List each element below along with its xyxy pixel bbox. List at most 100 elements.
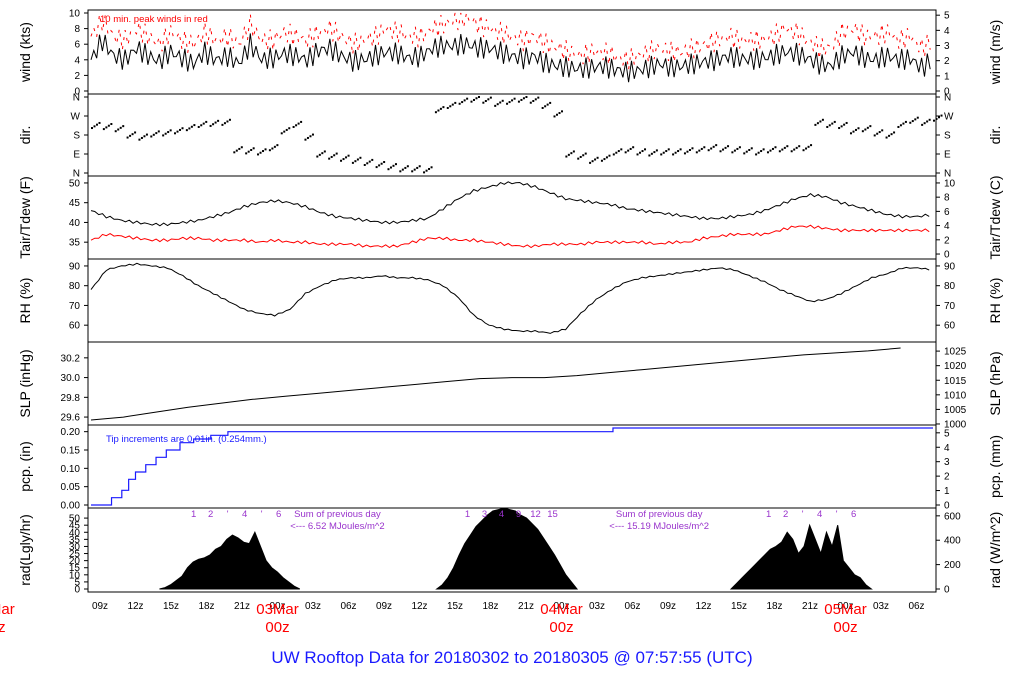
y-tick-label: 90 bbox=[69, 261, 81, 272]
dir-point bbox=[636, 153, 639, 156]
dir-point bbox=[748, 148, 751, 151]
dir-point bbox=[567, 153, 570, 156]
dir-point bbox=[755, 153, 758, 156]
dir-point bbox=[472, 98, 475, 101]
dir-point bbox=[185, 129, 188, 132]
series-rh bbox=[90, 262, 930, 334]
y-tick-label: 40 bbox=[69, 218, 81, 229]
y-axis-label: rad(Lgly/hr) bbox=[17, 514, 33, 586]
dir-point bbox=[413, 168, 416, 171]
y-tick-right-label: W bbox=[944, 112, 954, 123]
dir-point bbox=[221, 123, 224, 126]
dir-point bbox=[890, 133, 893, 136]
dir-point bbox=[833, 120, 836, 123]
dir-point bbox=[285, 128, 288, 131]
dir-point bbox=[430, 166, 433, 169]
dir-point bbox=[878, 131, 881, 134]
dir-point bbox=[389, 166, 392, 169]
y-tick-right-label: 5 bbox=[944, 428, 950, 439]
dir-point bbox=[238, 147, 241, 150]
radiation-hour-mark: 12 bbox=[530, 509, 541, 520]
dir-point bbox=[134, 131, 137, 134]
dir-point bbox=[152, 133, 155, 136]
dir-point bbox=[351, 161, 354, 164]
dir-point bbox=[321, 152, 324, 155]
y-tick-right-label: 6 bbox=[944, 207, 950, 218]
panel-frame bbox=[87, 9, 937, 95]
y-tick-right-label: 200 bbox=[944, 560, 961, 571]
dir-point bbox=[683, 152, 686, 155]
dir-point bbox=[582, 154, 585, 157]
peak-wind-note: 10 min. peak winds in red bbox=[100, 14, 208, 25]
dir-point bbox=[923, 122, 926, 125]
dir-point bbox=[345, 156, 348, 159]
precip-line bbox=[91, 427, 933, 506]
dir-point bbox=[665, 150, 668, 153]
dir-point bbox=[617, 150, 620, 153]
dir-point bbox=[738, 146, 741, 149]
dir-point bbox=[660, 153, 663, 156]
dir-point bbox=[119, 126, 122, 129]
dir-point bbox=[821, 118, 824, 121]
dir-point bbox=[698, 149, 701, 152]
dir-point bbox=[283, 130, 286, 133]
dir-point bbox=[356, 158, 359, 161]
panel-temp: 35 40 45 50 0 2 4 6 8 10 Tair/Tdew (F) Tair/Tdew (C… bbox=[17, 175, 1003, 260]
dir-point bbox=[522, 97, 525, 100]
series-peak bbox=[90, 11, 931, 70]
y-axis-label: SLP (inHg) bbox=[17, 349, 33, 417]
dir-point bbox=[639, 151, 642, 154]
radiation-day-2 bbox=[435, 507, 579, 590]
series-wind bbox=[90, 33, 931, 83]
dir-point bbox=[202, 122, 205, 125]
y-tick-label: S bbox=[73, 131, 80, 142]
dir-point bbox=[783, 146, 786, 149]
dir-point bbox=[600, 159, 603, 162]
dir-point bbox=[394, 163, 397, 166]
dir-point bbox=[489, 96, 492, 99]
dir-point bbox=[359, 156, 362, 159]
y-tick-label: 0.00 bbox=[61, 501, 81, 512]
dir-point bbox=[335, 152, 338, 155]
dir-point bbox=[380, 162, 383, 165]
dir-point bbox=[477, 96, 480, 98]
dir-point bbox=[333, 154, 336, 157]
dir-point bbox=[328, 157, 331, 160]
dir-point bbox=[342, 158, 345, 161]
dir-point bbox=[169, 129, 172, 132]
x-tick-label: 06z bbox=[624, 601, 640, 612]
y-tick-label: 50 bbox=[69, 514, 81, 525]
dir-point bbox=[240, 146, 243, 149]
radiation-hour-mark: 3 bbox=[482, 509, 487, 520]
y-tick-label: 2 bbox=[74, 71, 80, 82]
y-tick-label: 29.8 bbox=[61, 393, 81, 404]
dir-point bbox=[164, 132, 167, 135]
y-tick-right-label: 0 bbox=[944, 250, 950, 261]
dir-point bbox=[546, 103, 549, 106]
x-tick-label: 18z bbox=[766, 601, 782, 612]
dir-point bbox=[605, 156, 608, 159]
dir-point bbox=[205, 120, 208, 123]
dir-point bbox=[458, 102, 461, 105]
dir-point bbox=[482, 101, 485, 104]
dir-point bbox=[902, 122, 905, 125]
dir-point bbox=[594, 158, 597, 161]
dir-point bbox=[300, 120, 303, 123]
dir-point bbox=[786, 145, 789, 148]
y-tick-label: N bbox=[73, 169, 80, 180]
dir-point bbox=[762, 148, 765, 151]
dir-point bbox=[406, 165, 409, 168]
dir-point bbox=[193, 124, 196, 127]
y-axis-label-right: wind (m/s) bbox=[987, 20, 1003, 86]
dir-point bbox=[534, 98, 537, 101]
dir-point bbox=[572, 150, 575, 153]
radiation-hour-mark: 6 bbox=[276, 509, 281, 520]
dir-point bbox=[257, 153, 260, 156]
y-tick-right-label: 4 bbox=[944, 443, 950, 454]
dir-point bbox=[129, 134, 132, 137]
dir-point bbox=[449, 105, 452, 108]
dir-point bbox=[347, 154, 350, 157]
x-tick-label: 12z bbox=[127, 601, 143, 612]
y-axis-label: dir. bbox=[17, 126, 33, 145]
